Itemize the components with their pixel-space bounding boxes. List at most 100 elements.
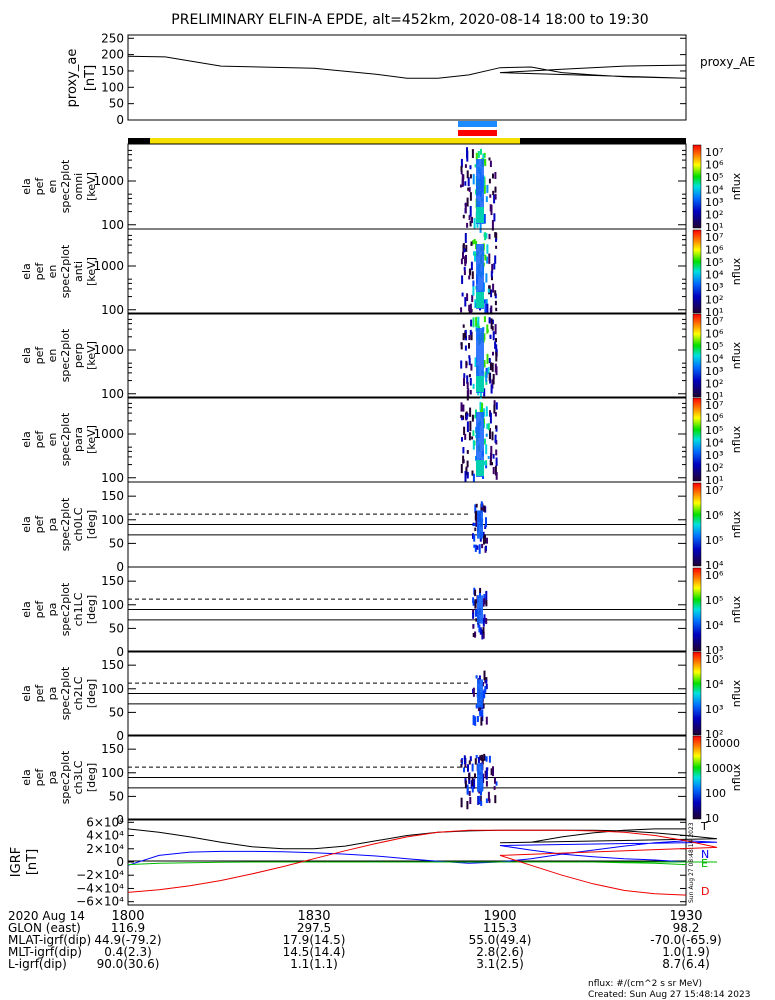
pa-spectrogram-cell [480, 717, 483, 726]
spectrogram-cell [471, 271, 474, 280]
colorbar-unit: nflux [730, 172, 743, 200]
x-row-value: 3.1(2.5) [476, 957, 524, 971]
spectrogram-cell [468, 343, 470, 349]
spectrogram-cell [463, 248, 466, 253]
pa-spectrogram-core [477, 763, 483, 792]
panel-spec2plot_ch3LC: ela pef pa spec2plot ch3LC [deg]150 100 50 0 1000… [20, 734, 743, 827]
pa-spectrogram-cell [485, 600, 488, 607]
panel-ylabel-line: ch1LC [72, 592, 85, 626]
spectrogram-cell [469, 174, 472, 179]
pa-spectrogram-cell [474, 511, 477, 521]
spectrogram-cell [491, 379, 494, 389]
pa-spectrogram-cell [486, 537, 488, 544]
pa-spectrogram-cell [480, 801, 483, 806]
pa-spectrogram-cell [488, 798, 491, 804]
colorbar-tick-label: 10¹ [705, 474, 723, 487]
spectrogram-cell [485, 462, 488, 469]
colorbar-tick-label: 10⁷ [705, 231, 723, 244]
pa-spectrogram-core [477, 510, 483, 539]
pa-spectrogram-cell [478, 795, 481, 804]
panel-ylabel-line: [keV] [85, 257, 98, 286]
spectrogram-cell [483, 152, 486, 158]
colorbar-unit: nflux [730, 679, 743, 707]
spectrogram-cell [493, 400, 496, 406]
spectrogram-cell [489, 412, 492, 424]
colorbar: 10⁷ 10⁶ 10⁵ 10⁴ nflux [692, 482, 743, 572]
x-row-value: 1.1(1.1) [290, 957, 338, 971]
spectrogram-cell [474, 252, 477, 256]
spectrogram-cell [469, 303, 472, 315]
spectrogram-cell [463, 373, 466, 378]
spectrogram-cell [472, 430, 475, 436]
pa-spectrogram-cell [487, 791, 490, 802]
spectrogram-cell [491, 220, 494, 231]
spectrogram-cell [495, 472, 498, 480]
panel-frame [127, 312, 687, 399]
spectrogram-cell [473, 440, 476, 446]
colorbar-unit: nflux [730, 763, 743, 791]
colorbar-tick-label: 10³ [705, 644, 723, 657]
panel-spec2plot_ch1LC: ela pef pa spec2plot ch1LC [deg]15010050010⁶1… [20, 566, 743, 659]
spectrogram-cell [483, 360, 486, 368]
colorbar: 10⁶ 10⁵ 10⁴ 10³ nflux [692, 567, 743, 657]
panel-ylabel-line: spec2plot [59, 750, 72, 804]
spectrogram-cell [489, 160, 492, 168]
panel-ylabel-line: spec2plot [59, 582, 72, 636]
igrf-ylabel: IGRF [9, 847, 24, 877]
spectrogram-cell [462, 324, 465, 328]
spectrogram-cell [462, 404, 465, 412]
spectrogram-cell [494, 293, 497, 299]
igrf-line-n [127, 840, 718, 866]
spectrogram-cell [470, 363, 473, 371]
pa-spectrogram-cell [482, 531, 485, 538]
spectrogram-cell [483, 158, 486, 164]
spectrogram-cell [483, 333, 486, 340]
igrf-line-e [127, 861, 717, 866]
spectrogram-cell [469, 165, 472, 170]
spectrogram-cell [463, 270, 466, 275]
spectrogram-cell [468, 275, 471, 280]
pa-spectrogram-cell [474, 773, 476, 779]
spectrogram-cell [468, 335, 471, 341]
pa-spectrogram-cell [473, 523, 476, 527]
spectrogram-core-low [476, 460, 484, 476]
pa-spectrogram-cell [479, 705, 482, 710]
panel-ylabel-line: ch3LC [72, 760, 85, 794]
spectrogram-cell [488, 178, 491, 184]
igrf-legend-d: D [701, 885, 709, 898]
pa-spectrogram-cell [481, 629, 484, 640]
shadow-bar-left [128, 138, 150, 144]
pa-spectrogram-cell [484, 770, 487, 779]
spectrogram-cell [487, 288, 490, 293]
pa-spectrogram-cell [466, 787, 469, 795]
spectrogram-cell [466, 460, 469, 468]
panel-tick-label: 0 [116, 813, 124, 827]
pa-spectrogram-cell [480, 503, 483, 513]
spectrogram-cell [463, 426, 466, 436]
colorbar-tick-label: 10⁷ [705, 484, 723, 497]
igrf-side-timestamp: Sun Aug 27 08:48:14 2023 [688, 822, 695, 903]
spectrogram-cell [492, 190, 495, 196]
colorbar-tick-label: 10⁴ [705, 437, 724, 450]
pa-spectrogram-cell [485, 590, 488, 601]
spectrogram-cell [469, 378, 472, 386]
colorbar-tick-label: 10⁴ [705, 619, 724, 632]
pa-spectrogram-cell [482, 627, 485, 635]
pa-spectrogram-cell [481, 754, 484, 762]
panel-ylabel-line: pef [33, 515, 46, 534]
panel-tick-label: 150 [101, 489, 124, 503]
spectrogram-cell [493, 194, 496, 204]
spectrogram-cell [494, 434, 497, 439]
colorbar-tick-label: 10⁵ [705, 594, 723, 607]
panel-ylabel-line: [keV] [85, 172, 98, 201]
igrf-tick-label: −4×10⁴ [76, 881, 124, 895]
colorbar-strip [692, 313, 702, 398]
spectrogram-cell [484, 232, 487, 241]
spectrogram-cell [489, 362, 492, 371]
pa-spectrogram-cell [477, 705, 480, 712]
pa-spectrogram-cell [483, 689, 486, 699]
pa-spectrogram-cell [494, 777, 496, 784]
spectrogram-cell [493, 263, 496, 270]
spectrogram-cell [470, 241, 473, 246]
